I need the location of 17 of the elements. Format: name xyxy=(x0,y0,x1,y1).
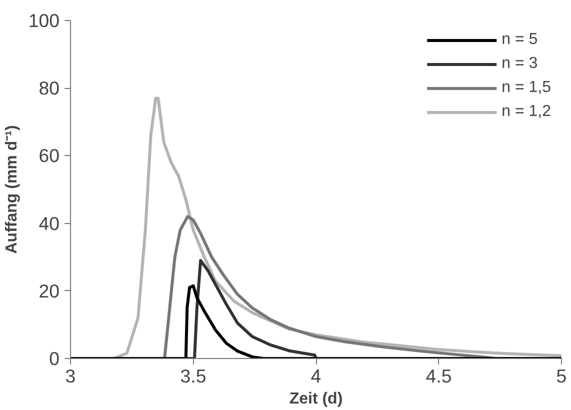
x-axis-title: Zeit (d) xyxy=(289,390,343,408)
x-tick-label: 4 xyxy=(310,366,322,386)
y-tick-label: 60 xyxy=(38,145,60,166)
legend-label: n = 5 xyxy=(502,31,538,49)
y-tick-label: 80 xyxy=(38,78,60,99)
y-tick-label: 0 xyxy=(49,348,60,369)
x-tick-label: 5 xyxy=(556,366,567,386)
legend-label: n = 3 xyxy=(502,55,538,73)
legend-label: n = 1,5 xyxy=(502,79,551,97)
y-tick-label: 20 xyxy=(38,280,60,302)
x-tick-label: 4.5 xyxy=(426,366,452,386)
y-tick-label: 40 xyxy=(38,212,60,234)
legend-label: n = 1,2 xyxy=(502,103,551,121)
y-tick-label: 100 xyxy=(28,10,60,31)
y-axis-title: Auffang (mm d⁻¹) xyxy=(3,125,20,254)
x-tick-label: 3.5 xyxy=(180,366,206,386)
x-tick-label: 3 xyxy=(65,366,76,386)
